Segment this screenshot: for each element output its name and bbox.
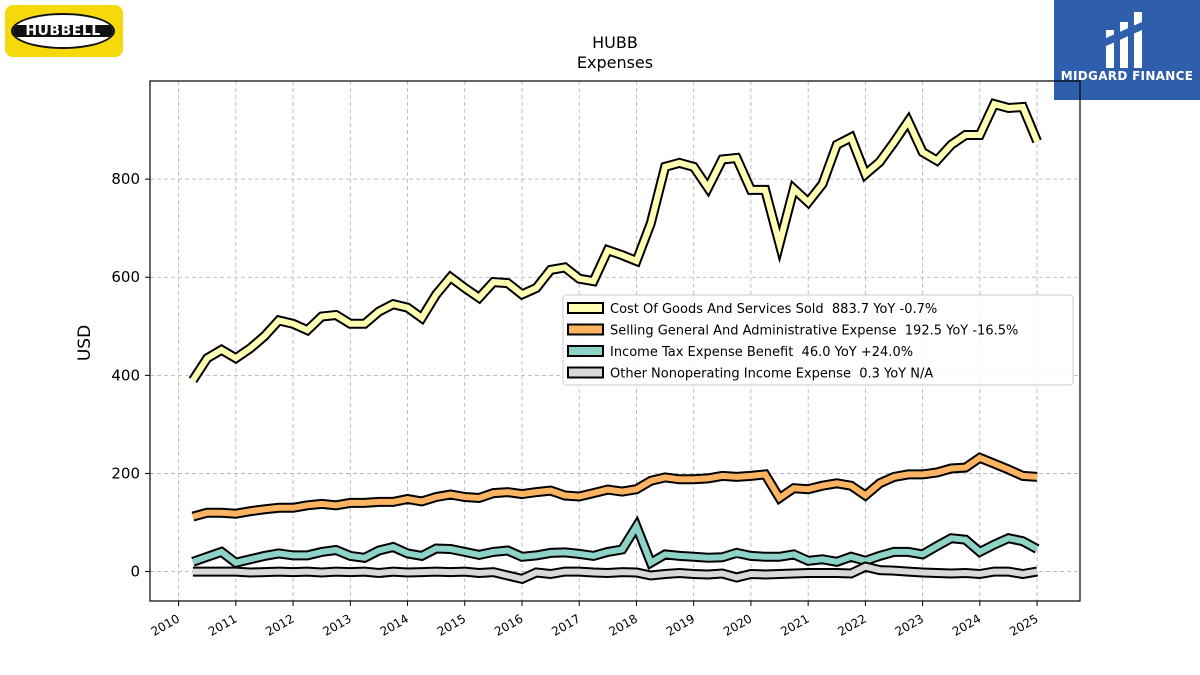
y-tick-label: 400 [111, 366, 140, 384]
series-fill-line [192, 563, 1038, 583]
series-outline [191, 515, 1040, 570]
legend-swatch [567, 345, 604, 357]
legend-swatch [567, 302, 604, 314]
legend-box [562, 294, 1074, 386]
x-tick-label: 2018 [607, 611, 640, 638]
x-tick-label: 2014 [378, 611, 411, 638]
hubbell-logo: HUBBELL [5, 5, 123, 57]
legend-entry-label: Selling General And Administrative Expen… [610, 324, 1018, 339]
series-lines [188, 98, 1042, 585]
x-tick-label: 2012 [263, 611, 296, 638]
x-tick-label: 2015 [435, 611, 468, 638]
series-fill-line [190, 100, 1040, 382]
y-axis-ticks: 0 200 400 600 800 [111, 170, 150, 581]
legend-entry-label: Other Nonoperating Income Expense 0.3 Yo… [610, 367, 933, 382]
series-outline [191, 452, 1038, 522]
x-tick-label: 2025 [1007, 611, 1040, 638]
x-tick-label: 2020 [721, 611, 754, 638]
y-tick-label: 200 [111, 464, 140, 482]
x-tick-label: 2019 [664, 611, 697, 638]
x-tick-label: 2013 [320, 611, 353, 638]
y-tick-label: 800 [111, 170, 140, 188]
series-line-2 [191, 515, 1040, 570]
y-axis-label: USD [75, 325, 95, 361]
series-line-3 [192, 561, 1038, 585]
x-tick-label: 2021 [778, 611, 811, 638]
hubbell-logo-text: HUBBELL [25, 23, 101, 39]
x-tick-label: 2023 [893, 611, 926, 638]
series-line-1 [191, 452, 1038, 522]
x-axis-ticks: 2010 2011 2012 2013 2014 2015 2016 2017 2018 2019… [149, 601, 1041, 639]
midgard-finance-logo: MIDGARD FINANCE [1054, 0, 1200, 100]
x-tick-label: 2022 [835, 611, 868, 638]
series-fill-line [192, 454, 1038, 520]
midgard-finance-text: MIDGARD FINANCE [1060, 69, 1194, 83]
legend-swatch [567, 366, 604, 379]
chart-subtitle: Expenses [577, 53, 653, 72]
x-tick-label: 2010 [149, 611, 182, 638]
midgard-mark-icon [1106, 12, 1142, 68]
chart-title: HUBB [592, 33, 638, 52]
plot-frame [149, 80, 1081, 602]
legend: Cost Of Goods And Services Sold 883.7 Yo… [562, 294, 1074, 386]
legend-entry-label: Cost Of Goods And Services Sold 883.7 Yo… [610, 302, 937, 317]
hubbell-logo-oval: HUBBELL [11, 13, 115, 49]
y-tick-label: 600 [111, 268, 140, 286]
x-tick-label: 2016 [492, 611, 525, 638]
x-tick-label: 2024 [950, 611, 983, 638]
series-line-0 [188, 98, 1042, 383]
x-tick-label: 2017 [549, 611, 582, 638]
y-tick-label: 0 [130, 563, 140, 581]
series-fill-line [191, 519, 1039, 568]
x-tick-label: 2011 [206, 611, 239, 638]
legend-swatch [567, 323, 604, 336]
legend-entry-label: Income Tax Expense Benefit 46.0 YoY +24.… [610, 345, 913, 360]
